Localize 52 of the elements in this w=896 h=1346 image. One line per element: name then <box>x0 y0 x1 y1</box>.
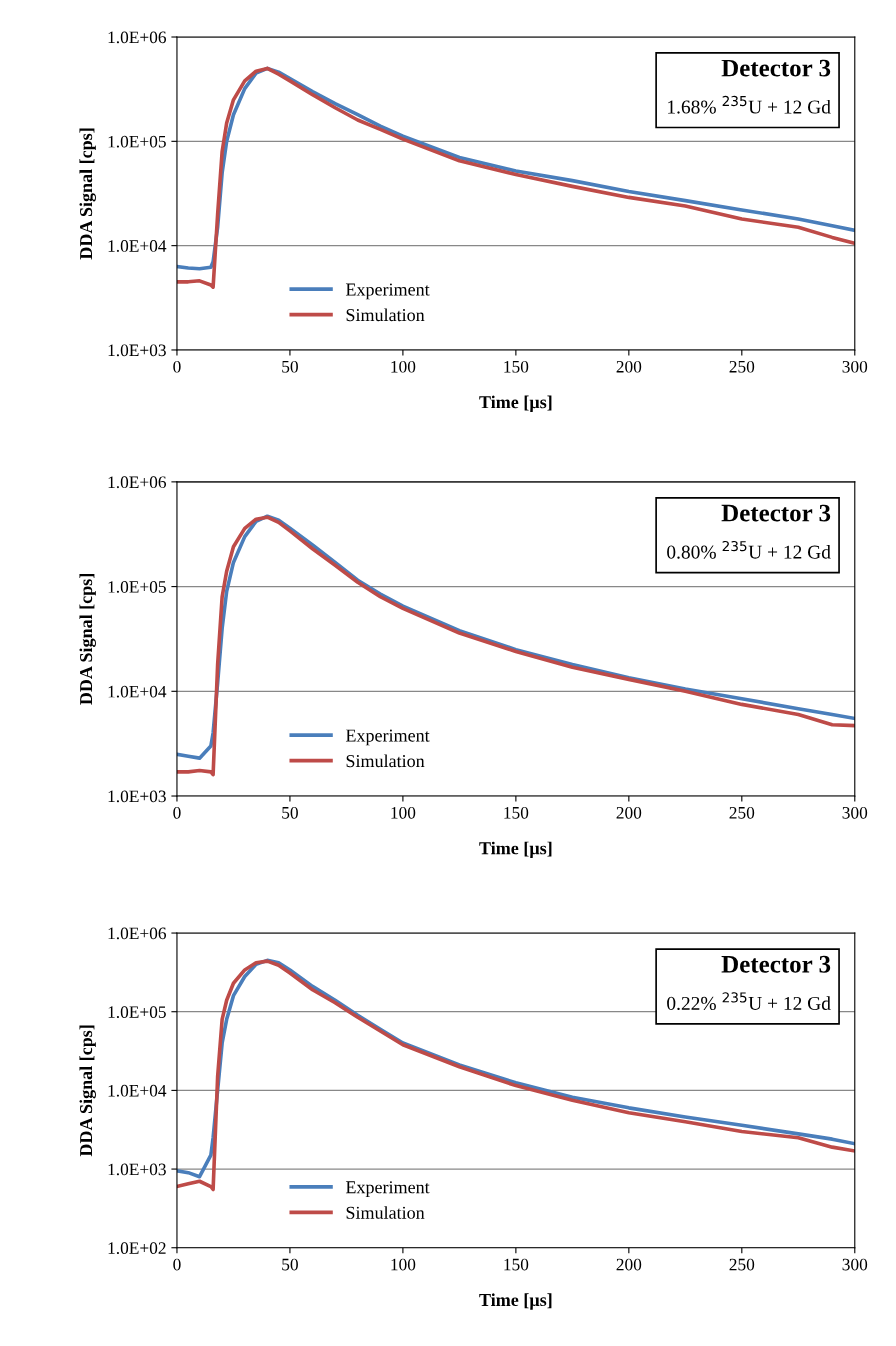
y-tick-label: 1.0E+03 <box>108 1163 166 1176</box>
y-tick-label: 1.0E+02 <box>108 1242 166 1255</box>
x-tick-label: 0 <box>173 1258 181 1271</box>
x-tick-label: 150 <box>504 806 529 819</box>
y-tick-label: 1.0E+03 <box>108 344 166 357</box>
legend-label: Simulation <box>346 308 425 322</box>
legend-label: Experiment <box>345 283 430 300</box>
text: Detector 3 <box>721 59 831 77</box>
x-tick-label: 0 <box>173 360 181 373</box>
text: Detector 3 <box>721 504 831 522</box>
x-tick-label: 100 <box>391 1258 416 1271</box>
legend-label: Experiment <box>345 729 430 746</box>
y-tick-label: 1.0E+04 <box>108 685 167 698</box>
x-tick-label: 50 <box>282 1258 298 1271</box>
text: 0.80% $^{235}$U + 12 Gd <box>667 540 831 559</box>
y-tick-label: 1.0E+03 <box>108 790 166 803</box>
legend-label: Simulation <box>346 754 425 768</box>
text: Detector 3 <box>721 955 831 973</box>
x-tick-label: 250 <box>729 806 755 819</box>
y-axis-title: DDA Signal [cps] <box>79 1025 96 1157</box>
text: 0.22% $^{235}$U + 12 Gd <box>667 992 831 1011</box>
x-tick-label: 300 <box>842 806 868 819</box>
x-tick-label: 150 <box>504 360 529 373</box>
x-tick-label: 300 <box>842 1258 868 1271</box>
y-tick-label: 1.0E+05 <box>108 135 166 148</box>
x-tick-label: 100 <box>391 806 416 819</box>
text: 1.68% $^{235}$U + 12 Gd <box>668 95 831 114</box>
x-tick-label: 200 <box>616 1258 642 1271</box>
y-tick-label: 1.0E+04 <box>108 1084 167 1097</box>
x-tick-label: 150 <box>504 1258 529 1271</box>
y-tick-label: 1.0E+06 <box>108 927 167 940</box>
y-tick-label: 1.0E+06 <box>108 476 167 489</box>
y-tick-label: 1.0E+06 <box>108 31 167 44</box>
x-axis-title: Time [µs] <box>479 395 552 412</box>
x-tick-label: 300 <box>842 360 868 373</box>
legend-label: Experiment <box>345 1181 430 1197</box>
y-axis-title: DDA Signal [cps] <box>79 128 96 260</box>
x-tick-label: 250 <box>729 1258 755 1271</box>
x-tick-label: 0 <box>173 806 181 819</box>
y-axis-title: DDA Signal [cps] <box>79 574 96 705</box>
legend-label: Simulation <box>346 1206 425 1219</box>
x-tick-label: 250 <box>729 360 755 373</box>
x-axis-title: Time [µs] <box>479 1293 552 1310</box>
x-tick-label: 50 <box>282 360 298 373</box>
x-axis-title: Time [µs] <box>479 841 552 858</box>
y-tick-label: 1.0E+05 <box>108 581 166 593</box>
x-tick-label: 200 <box>616 360 642 373</box>
y-tick-label: 1.0E+05 <box>108 1006 166 1018</box>
x-tick-label: 50 <box>282 806 298 819</box>
y-tick-label: 1.0E+04 <box>108 240 167 252</box>
x-tick-label: 200 <box>616 806 642 819</box>
x-tick-label: 100 <box>391 360 416 373</box>
